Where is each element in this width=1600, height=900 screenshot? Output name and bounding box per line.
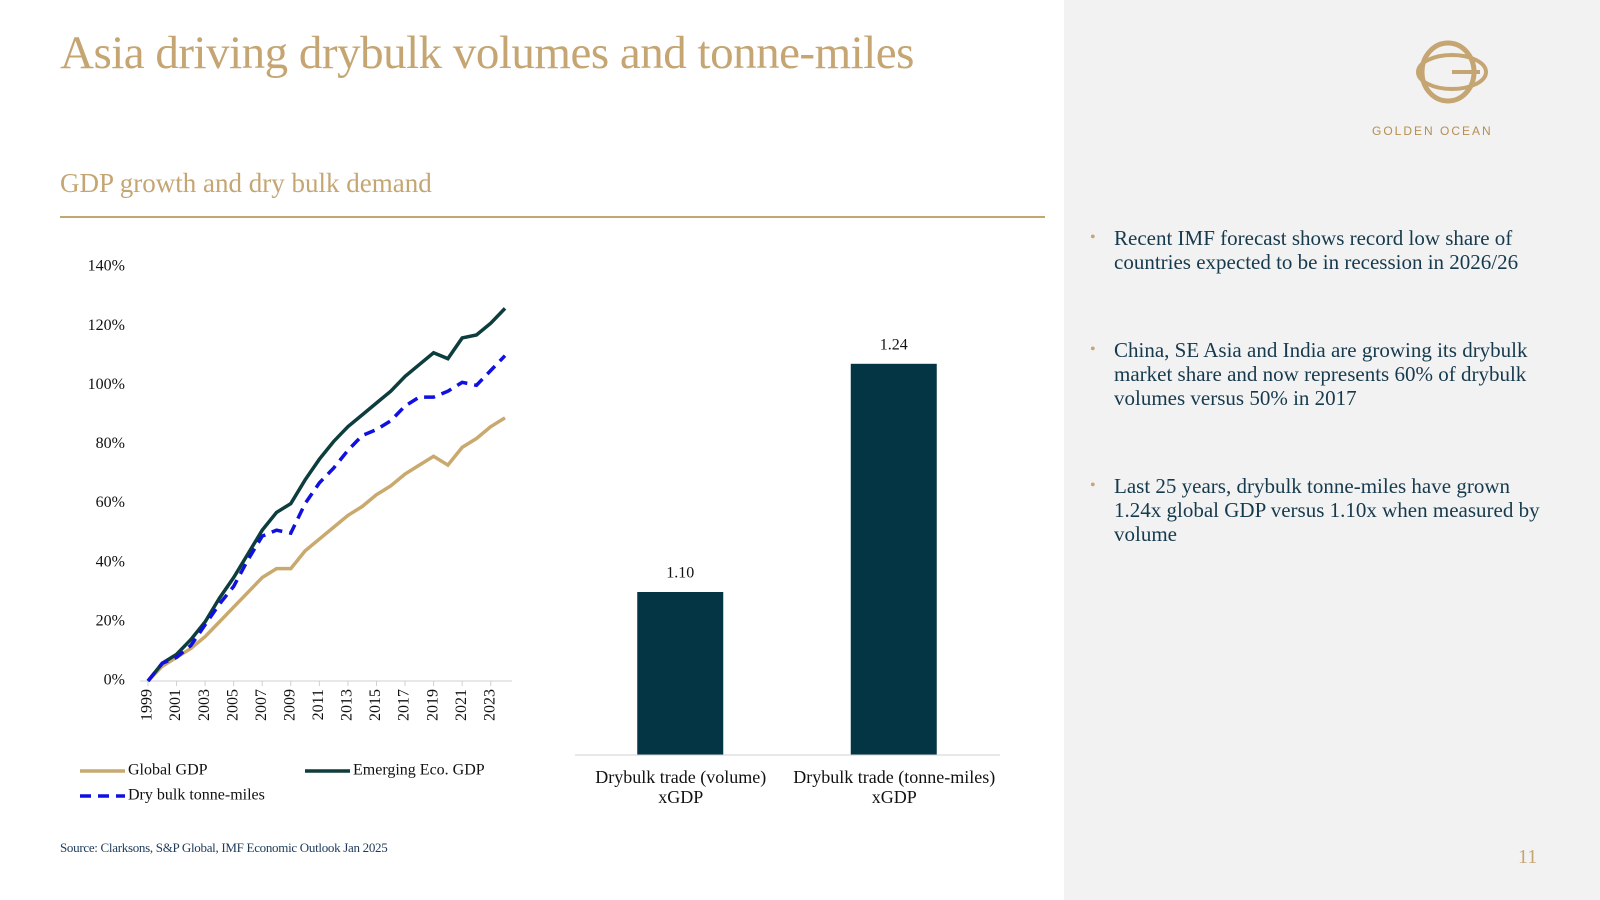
x-tick-label: 2015 <box>367 689 384 721</box>
x-tick-label: 2013 <box>339 689 356 721</box>
line-series <box>146 354 507 683</box>
x-tick-label: 2001 <box>167 689 184 721</box>
y-tick-label: 20% <box>96 613 125 630</box>
subtitle: GDP growth and dry bulk demand <box>60 168 432 198</box>
source-note: Source: Clarksons, S&P Global, IMF Econo… <box>60 840 388 855</box>
legend-label: Emerging Eco. GDP <box>353 762 485 779</box>
side-panel <box>1064 0 1600 900</box>
value-label: 1.10 <box>666 565 694 582</box>
logo <box>1416 40 1488 104</box>
bullet: China, SE Asia and India are growing its… <box>1090 338 1550 410</box>
divider <box>60 216 1045 218</box>
x-tick-label: 1999 <box>139 689 156 721</box>
line-series <box>146 307 507 683</box>
x-tick-label: 2007 <box>253 689 270 721</box>
legend-label: Dry bulk tonne-miles <box>128 787 265 804</box>
slide-title: Asia driving drybulk volumes and tonne-m… <box>60 27 914 79</box>
y-tick-label: 140% <box>88 258 125 275</box>
logo-text: GOLDEN OCEAN <box>1372 124 1493 138</box>
bar <box>637 592 724 755</box>
value-label: 1.24 <box>880 336 908 353</box>
y-tick-label: 0% <box>104 672 125 689</box>
x-tick-label: 2003 <box>196 689 213 721</box>
y-tick-label: 100% <box>88 376 125 393</box>
x-tick-label: 2019 <box>424 689 441 721</box>
bullet: Last 25 years, drybulk tonne-miles have … <box>1090 474 1550 546</box>
page-number: 11 <box>1518 846 1538 868</box>
bullet-list: Recent IMF forecast shows record low sha… <box>1090 226 1550 610</box>
legend-label: Global GDP <box>128 762 208 779</box>
x-tick-label: 2011 <box>310 689 327 720</box>
x-tick-label: 2021 <box>453 689 470 721</box>
y-tick-label: 60% <box>96 494 125 511</box>
y-tick-label: 40% <box>96 553 125 570</box>
category-label: Drybulk trade (volume) xGDP <box>595 767 767 807</box>
x-tick-label: 2017 <box>396 689 413 721</box>
charts: 0% 20% 40% 60% 80% 100% 120% 140% 1999 2001 2003 20… <box>80 258 1000 804</box>
x-tick-label: 2005 <box>224 689 241 721</box>
category-label: Drybulk trade (tonne-miles) xGDP <box>793 767 996 807</box>
bar <box>850 363 937 755</box>
y-tick-label: 80% <box>96 435 125 452</box>
x-tick-label: 2023 <box>481 689 498 721</box>
y-tick-label: 120% <box>88 317 125 334</box>
line-series <box>146 416 506 683</box>
bullet: Recent IMF forecast shows record low sha… <box>1090 226 1550 274</box>
x-tick-label: 2009 <box>281 689 298 721</box>
